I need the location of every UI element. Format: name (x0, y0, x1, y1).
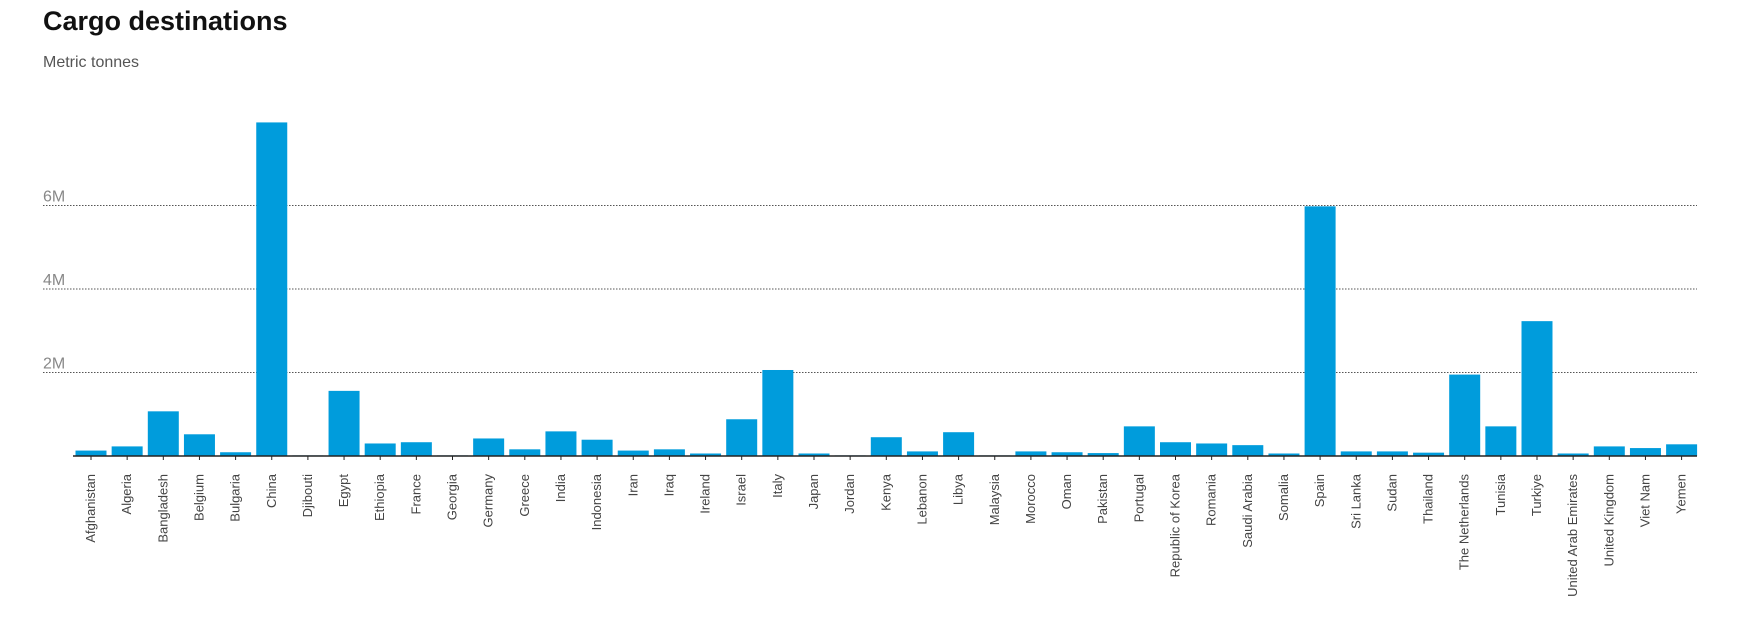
bar[interactable] (1485, 426, 1517, 456)
bar[interactable] (726, 419, 758, 456)
bar[interactable] (1413, 452, 1445, 456)
chart-subtitle: Metric tonnes (43, 54, 140, 71)
x-tick-label: India (553, 473, 568, 502)
bar[interactable] (617, 450, 649, 456)
x-tick-label: Spain (1312, 474, 1327, 507)
x-tick-label: Romania (1204, 473, 1219, 526)
bar[interactable] (509, 449, 541, 456)
x-tick-label: Jordan (842, 474, 857, 514)
gridlines: 2M 4M 6M (43, 189, 1697, 373)
bars (75, 122, 1698, 456)
bar[interactable] (545, 431, 577, 456)
x-tick-label: Germany (481, 474, 496, 528)
bar[interactable] (1015, 451, 1047, 456)
x-tick-label: Iran (625, 474, 640, 496)
x-tick-label: Iraq (661, 474, 676, 496)
bar[interactable] (1304, 206, 1336, 456)
x-tick-label: Bulgaria (228, 473, 243, 521)
bar[interactable] (256, 122, 288, 456)
x-tick-label: The Netherlands (1457, 474, 1472, 571)
bar[interactable] (581, 439, 613, 456)
bar[interactable] (1160, 442, 1191, 456)
bar[interactable] (653, 449, 685, 456)
bar[interactable] (870, 437, 902, 456)
x-tick-label: Tunisia (1493, 473, 1508, 515)
bar[interactable] (75, 450, 107, 456)
x-tick-label: Oman (1059, 474, 1074, 509)
bar[interactable] (1557, 453, 1589, 456)
x-tick-label: Egypt (336, 474, 351, 508)
x-tick-label: Bangladesh (155, 474, 170, 543)
bar[interactable] (1521, 321, 1553, 456)
bar[interactable] (1196, 443, 1228, 456)
bar[interactable] (220, 452, 252, 456)
y-tick-label: 6M (43, 189, 65, 206)
bar[interactable] (1340, 451, 1372, 456)
bar[interactable] (328, 390, 360, 456)
x-tick-label: Israel (734, 474, 749, 506)
x-tick-label: Lebanon (914, 474, 929, 525)
bar[interactable] (1666, 444, 1698, 456)
x-tick-label: Algeria (119, 473, 134, 514)
bar[interactable] (1593, 446, 1625, 456)
bar[interactable] (147, 411, 179, 456)
bar[interactable] (798, 453, 830, 456)
x-tick-label: Ethiopia (372, 473, 387, 521)
x-tick-label: Sudan (1384, 474, 1399, 512)
x-tick-label: Indonesia (589, 473, 604, 530)
bar[interactable] (1051, 452, 1083, 456)
x-tick-label: Afghanistan (83, 474, 98, 543)
bar[interactable] (473, 438, 505, 456)
bar[interactable] (906, 451, 938, 456)
bar[interactable] (1268, 453, 1300, 456)
x-tick-label: Libya (951, 473, 966, 505)
bar[interactable] (1123, 426, 1155, 456)
bar[interactable] (183, 434, 215, 456)
bar[interactable] (400, 442, 432, 456)
bar[interactable] (111, 446, 143, 456)
x-tick-label: Djibouti (300, 474, 315, 517)
x-tick-label: Georgia (445, 473, 460, 520)
bar[interactable] (762, 369, 794, 456)
x-tick-label: Sri Lanka (1348, 473, 1363, 529)
chart-title: Cargo destinations (43, 6, 288, 36)
y-tick-label: 4M (43, 272, 65, 289)
bar[interactable] (690, 453, 722, 456)
x-tick-label: Viet Nam (1637, 474, 1652, 527)
x-tick-label: United Arab Emirates (1565, 474, 1580, 597)
bar[interactable] (1376, 451, 1408, 456)
x-tick-label: Somalia (1276, 473, 1291, 521)
x-tick-label: Republic of Korea (1168, 473, 1183, 577)
x-axis-labels: Afghanistan Algeria Bangladesh Belgium Bulga… (83, 473, 1689, 597)
x-tick-label: Kenya (878, 473, 893, 511)
bar[interactable] (1629, 448, 1661, 456)
bar[interactable] (364, 443, 396, 456)
x-tick-label: Morocco (1023, 474, 1038, 524)
x-tick-label: Ireland (698, 474, 713, 514)
x-tick-label: Italy (770, 474, 785, 498)
x-tick-label: Japan (806, 474, 821, 509)
x-tick-label: Belgium (191, 474, 206, 521)
x-axis-ticks (90, 456, 1683, 460)
x-tick-label: China (264, 473, 279, 508)
x-tick-label: Saudi Arabia (1240, 473, 1255, 547)
y-tick-label: 2M (43, 356, 65, 373)
bar[interactable] (1087, 453, 1119, 456)
x-tick-label: Portugal (1131, 474, 1146, 523)
x-tick-label: Yemen (1674, 474, 1689, 514)
x-tick-label: Greece (517, 474, 532, 517)
x-tick-label: United Kingdom (1601, 474, 1616, 567)
bar[interactable] (943, 432, 975, 456)
bar[interactable] (1232, 445, 1264, 456)
bar[interactable] (1449, 374, 1481, 456)
x-tick-label: Pakistan (1095, 474, 1110, 524)
x-tick-label: Turkiye (1529, 474, 1544, 516)
x-tick-label: France (408, 474, 423, 514)
x-tick-label: Malaysia (987, 473, 1002, 525)
x-tick-label: Thailand (1421, 474, 1436, 524)
